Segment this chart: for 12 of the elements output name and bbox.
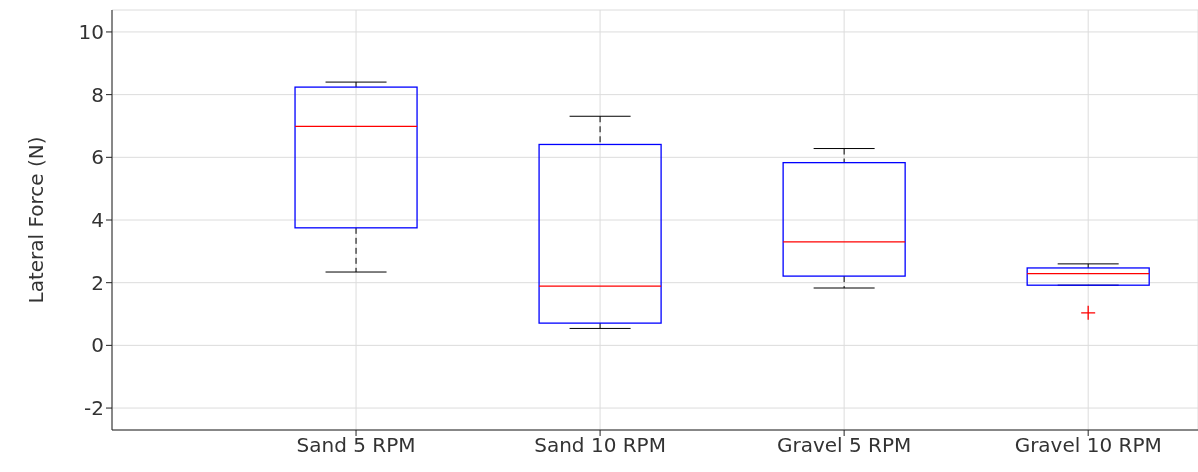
- y-tick-label: 4: [91, 208, 104, 233]
- y-tick-label: 2: [91, 270, 104, 295]
- y-tick-label: 10: [78, 20, 104, 45]
- y-tick-label: 8: [91, 82, 104, 107]
- x-tick-label: Sand 10 RPM: [534, 433, 666, 458]
- y-tick-label: -2: [84, 396, 104, 421]
- y-tick-label: 6: [91, 145, 104, 170]
- y-axis-title: Lateral Force (N): [24, 136, 49, 304]
- x-tick-label: Gravel 10 RPM: [1014, 433, 1162, 458]
- x-tick-label: Sand 5 RPM: [296, 433, 416, 458]
- y-tick-label: 0: [91, 333, 104, 358]
- x-tick-label: Gravel 5 RPM: [776, 433, 912, 458]
